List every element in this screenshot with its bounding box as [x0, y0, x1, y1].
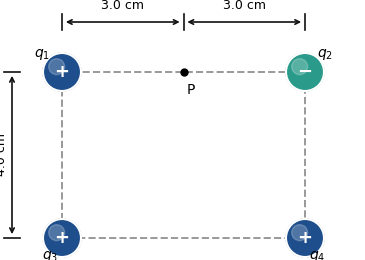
- Text: $q_{3}$: $q_{3}$: [42, 249, 58, 260]
- Text: $q_{2}$: $q_{2}$: [317, 47, 333, 62]
- Circle shape: [292, 225, 308, 241]
- Text: 4.0 cm: 4.0 cm: [0, 133, 8, 177]
- Text: P: P: [186, 83, 195, 97]
- Text: +: +: [54, 63, 69, 81]
- Text: +: +: [54, 229, 69, 247]
- Text: $q_{4}$: $q_{4}$: [309, 249, 325, 260]
- Circle shape: [292, 59, 308, 75]
- Text: 3.0 cm: 3.0 cm: [101, 0, 144, 12]
- Text: $q_{1}$: $q_{1}$: [34, 47, 50, 62]
- Circle shape: [43, 53, 81, 91]
- Circle shape: [49, 225, 65, 241]
- Circle shape: [49, 59, 65, 75]
- Circle shape: [286, 53, 324, 91]
- Text: +: +: [297, 229, 312, 247]
- Text: 3.0 cm: 3.0 cm: [223, 0, 266, 12]
- Text: −: −: [297, 63, 312, 81]
- Circle shape: [286, 219, 324, 257]
- Circle shape: [43, 219, 81, 257]
